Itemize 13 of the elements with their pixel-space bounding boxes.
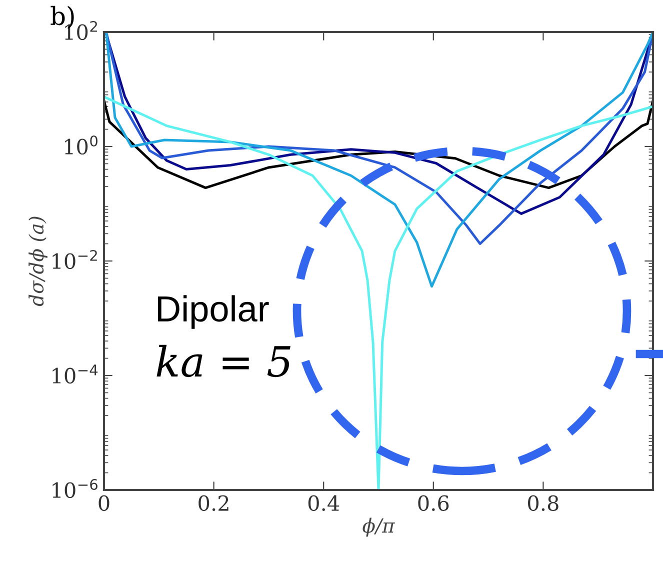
x-tick-label: 0.6 — [418, 495, 449, 511]
x-axis-title: ϕ/π — [362, 518, 396, 537]
annotation: Dipolar — [158, 295, 269, 329]
y-tick-label: 10$^{−4}$ — [52, 364, 98, 384]
y-tick-label: 10$^{0}$ — [65, 135, 98, 155]
annotation: ka = 5 — [156, 344, 290, 378]
y-tick-label: 10$^{−6}$ — [52, 478, 98, 498]
y-tick-label: 10$^{−2}$ — [52, 250, 97, 270]
x-tick-label: 0 — [98, 495, 110, 511]
x-tick-label: 0.8 — [528, 495, 558, 511]
y-axis-title: dσ/dϕ (a) — [28, 216, 48, 306]
x-tick-label: 0.2 — [198, 495, 228, 511]
x-tick-label: 0.4 — [308, 495, 340, 511]
